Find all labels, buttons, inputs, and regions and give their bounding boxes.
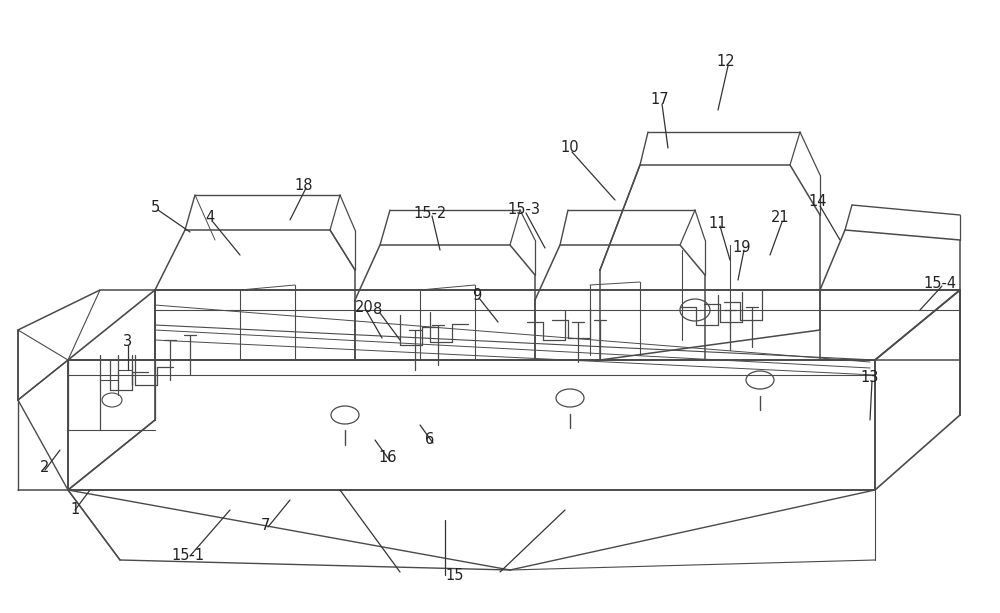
Text: 9: 9 (472, 287, 482, 302)
Text: 13: 13 (861, 370, 879, 386)
Text: 21: 21 (771, 210, 789, 226)
Text: 5: 5 (150, 199, 160, 215)
Text: 10: 10 (561, 140, 579, 156)
Text: 17: 17 (651, 93, 669, 107)
Text: 8: 8 (373, 302, 383, 318)
Text: 14: 14 (809, 194, 827, 210)
Text: 15: 15 (446, 568, 464, 582)
Text: 16: 16 (379, 451, 397, 465)
Text: 7: 7 (260, 519, 270, 533)
Text: 1: 1 (70, 503, 80, 517)
Text: 6: 6 (425, 433, 435, 447)
Text: 15-1: 15-1 (171, 547, 205, 563)
Text: 4: 4 (205, 210, 215, 226)
Text: 18: 18 (295, 178, 313, 192)
Text: 20: 20 (355, 300, 373, 314)
Text: 15-4: 15-4 (923, 275, 957, 291)
Text: 15-2: 15-2 (413, 205, 447, 221)
Text: 11: 11 (709, 216, 727, 230)
Text: 2: 2 (40, 460, 50, 476)
Text: 3: 3 (123, 335, 133, 349)
Text: 19: 19 (733, 240, 751, 254)
Text: 15-3: 15-3 (508, 202, 540, 218)
Text: 12: 12 (717, 55, 735, 69)
